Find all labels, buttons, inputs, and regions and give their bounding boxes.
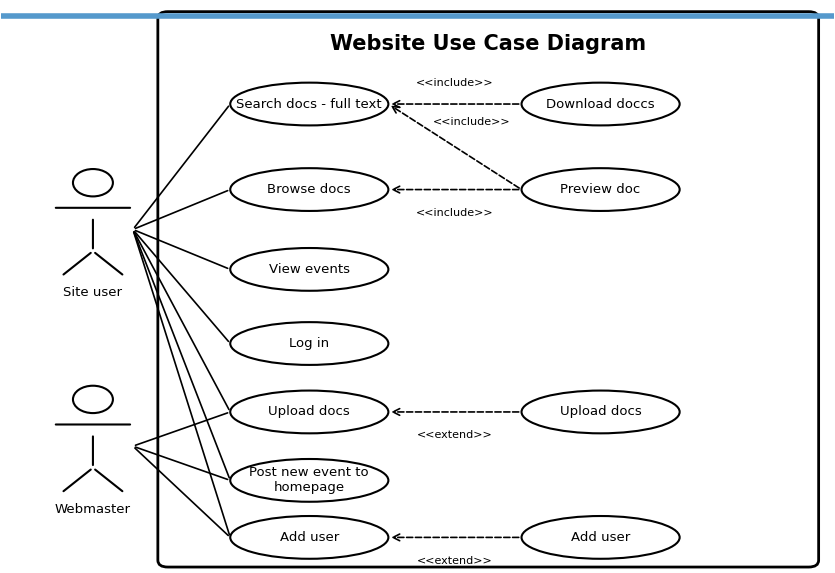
Ellipse shape xyxy=(522,516,680,559)
Text: Webmaster: Webmaster xyxy=(55,503,131,516)
Text: Site user: Site user xyxy=(63,286,123,300)
Text: <<extend>>: <<extend>> xyxy=(417,430,493,440)
Text: Add user: Add user xyxy=(280,531,339,544)
FancyBboxPatch shape xyxy=(158,11,818,567)
Ellipse shape xyxy=(230,391,388,433)
Ellipse shape xyxy=(230,322,388,365)
Ellipse shape xyxy=(522,83,680,125)
Text: Log in: Log in xyxy=(289,337,329,350)
Text: Preview doc: Preview doc xyxy=(560,183,640,196)
Ellipse shape xyxy=(230,83,388,125)
Ellipse shape xyxy=(522,391,680,433)
Text: Browse docs: Browse docs xyxy=(267,183,352,196)
Ellipse shape xyxy=(230,168,388,211)
Text: Add user: Add user xyxy=(571,531,630,544)
Text: Download doccs: Download doccs xyxy=(546,97,655,111)
Text: <<extend>>: <<extend>> xyxy=(417,556,493,566)
Ellipse shape xyxy=(230,248,388,291)
Circle shape xyxy=(73,386,113,413)
Text: <<include>>: <<include>> xyxy=(416,208,493,218)
Text: Upload docs: Upload docs xyxy=(559,406,641,418)
Text: View events: View events xyxy=(269,263,350,276)
Text: Website Use Case Diagram: Website Use Case Diagram xyxy=(330,34,646,54)
Circle shape xyxy=(73,169,113,197)
Text: Search docs - full text: Search docs - full text xyxy=(236,97,382,111)
Text: <<include>>: <<include>> xyxy=(416,78,493,88)
Ellipse shape xyxy=(230,516,388,559)
Ellipse shape xyxy=(230,459,388,502)
Ellipse shape xyxy=(522,168,680,211)
Text: Upload docs: Upload docs xyxy=(268,406,350,418)
Text: Post new event to
homepage: Post new event to homepage xyxy=(250,466,369,494)
Text: <<include>>: <<include>> xyxy=(433,116,510,127)
